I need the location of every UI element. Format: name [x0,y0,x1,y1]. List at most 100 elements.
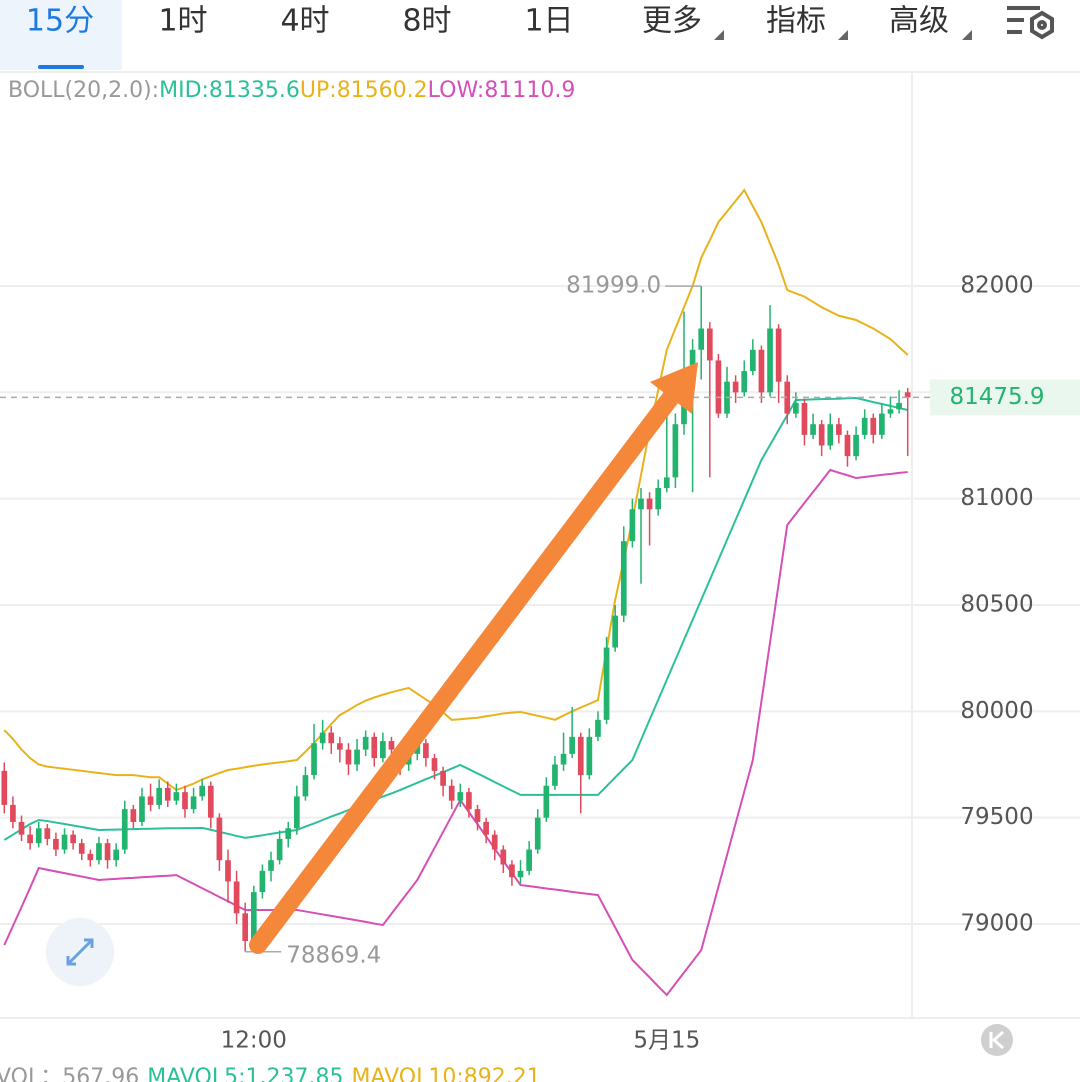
candle-body [44,828,51,839]
candle-body [173,792,180,801]
tab[interactable]: 指标 [766,4,826,39]
candle-body [87,853,94,861]
candle-body [672,424,679,478]
candle-body [319,732,326,744]
low-marker-label: 78869.4 [286,942,381,968]
candle-body [620,541,627,616]
volume-item: MAVOL10:892.21 [351,1065,540,1082]
candle-body [182,792,188,810]
tab[interactable]: 4时 [280,4,329,39]
candle-body [810,424,816,435]
candle-body [199,785,206,797]
candle-body [250,892,257,942]
y-tick-label: 80000 [960,698,1033,724]
candle-body [904,392,911,398]
y-tick-label: 81000 [960,485,1033,511]
x-tick-label: 5月15 [633,1028,700,1054]
candle-body [896,402,902,410]
candle-body [543,785,550,818]
candle-body [190,796,197,810]
tab[interactable]: 1日 [524,4,573,39]
boll-legend: BOLL(20,2.0):MID:81335.6UP:81560.2LOW:81… [8,78,575,103]
candle-body [380,741,386,759]
candle-body [586,736,593,776]
tab[interactable]: 更多 [642,4,702,39]
candle-body [104,843,111,861]
dropdown-arrows [714,30,972,40]
tabs: 15分 1时 4时 8时 1日 更多 指标 高级 [26,4,949,39]
candle-body [302,775,309,797]
candle-body [440,770,446,786]
legend-item: UP:81560.2 [300,78,428,103]
candle-body [517,870,524,878]
candle-body [483,821,489,835]
candle-body [18,821,25,835]
boll-line [3,188,909,792]
candle-body [1,770,8,805]
candle-body [448,785,455,801]
candle-body [569,736,575,754]
candle-body [861,417,868,435]
tab[interactable]: 15分 [26,4,94,39]
candle-body [268,860,274,871]
candle-body [560,753,567,765]
candle-body [216,817,223,861]
candle-body [164,787,171,801]
candle-body [285,828,292,839]
y-tick-label: 79000 [960,910,1033,936]
candle-body [629,509,636,542]
candle-body [827,424,834,446]
candle-body [706,328,713,361]
candle-body [749,349,756,372]
candle-body [818,424,825,446]
volume-item: MAVOL5:1,237.85 [147,1065,343,1082]
candle-body [784,381,791,414]
candle-body [337,743,343,750]
candle-body [113,849,119,861]
candle-body [603,647,610,720]
y-tick-label: 79500 [960,804,1033,830]
zoom-button[interactable] [46,918,114,986]
candle-body [758,349,765,393]
candle-body [147,796,154,805]
settings-icon[interactable] [1007,6,1054,40]
candle-body [655,488,662,510]
candle-body [466,792,472,810]
candle-body [10,804,16,822]
candle-body [732,381,739,393]
candle-body [225,860,231,882]
candle-body [328,732,335,744]
candle-body [870,417,877,435]
candle-body [207,785,214,818]
candle-body [139,796,145,822]
legend-label: BOLL(20,2.0): [8,78,159,103]
tab[interactable]: 8时 [402,4,451,39]
candle-body [431,758,438,771]
candle-body [612,615,619,648]
candle-body [509,864,515,878]
candle-body [552,764,558,786]
candle-body [457,792,464,801]
tab[interactable]: 高级 [889,4,949,39]
legend-item: LOW:81110.9 [428,78,576,103]
boll-line [3,397,908,841]
candle-body [663,477,670,489]
candle-body [61,834,68,850]
candle-body [844,434,851,457]
candle-body [801,402,808,435]
candle-body [689,349,696,372]
candle-body [70,834,76,844]
scroll-end-button[interactable] [981,1024,1013,1056]
x-tick-label: 12:00 [221,1028,287,1054]
candle-body [715,360,722,414]
candle-body [879,413,885,435]
tab-underline [38,65,84,69]
tab[interactable]: 1时 [158,4,207,39]
candle-body [388,741,395,750]
volume-legend: VOL：567.96 MAVOL5:1,237.85 MAVOL10:892.21 [0,1065,541,1082]
y-tick-label: 82000 [960,272,1033,298]
candle-body [276,838,283,861]
candle-body [767,328,773,393]
candle-body [638,498,644,510]
